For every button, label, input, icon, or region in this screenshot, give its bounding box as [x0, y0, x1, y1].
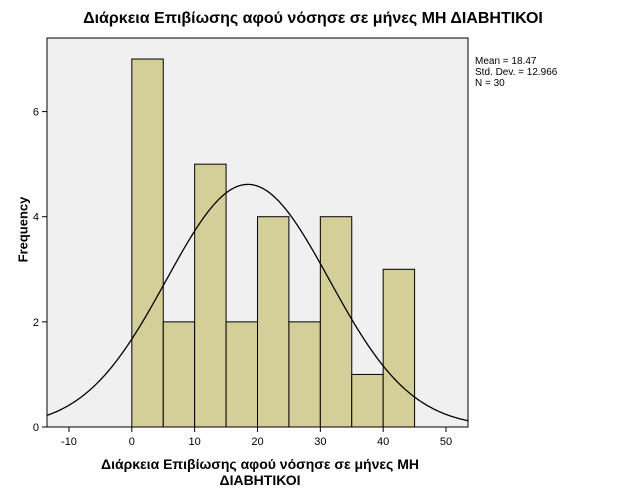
x-axis-label: Διάρκεια Επιβίωσης αφού νόσησε σε μήνες … — [40, 456, 480, 488]
histogram-bar — [382, 268, 416, 428]
stats-box: Mean = 18.47 Std. Dev. = 12.966 N = 30 — [475, 56, 557, 89]
normal-curve — [46, 183, 469, 422]
histogram-bar — [257, 216, 290, 428]
histogram-bar — [131, 58, 164, 428]
x-tick-label: 30 — [314, 436, 326, 448]
histogram-bar — [225, 321, 259, 428]
histogram-bar — [194, 163, 227, 428]
x-tick-label: -10 — [61, 436, 77, 448]
x-tick-label: 40 — [377, 436, 389, 448]
x-axis-label-line-2: ΔΙΑΒΗΤΙΚΟΙ — [219, 472, 301, 488]
y-tick-label: 6 — [33, 107, 39, 119]
x-tick-label: 20 — [251, 436, 263, 448]
chart-title: Διάρκεια Επιβίωσης αφού νόσησε σε μήνες … — [83, 10, 543, 27]
histogram-bar — [319, 216, 353, 428]
stats-std-dev: Std. Dev. = 12.966 — [475, 67, 558, 78]
histogram-bar — [288, 321, 321, 428]
y-tick-label: 2 — [33, 317, 39, 329]
histogram-bar — [162, 321, 196, 428]
x-tick-label: 50 — [440, 436, 452, 448]
x-tick-label: 0 — [129, 436, 135, 448]
x-axis-label-line-1: Διάρκεια Επιβίωσης αφού νόσησε σε μήνες … — [101, 456, 419, 472]
histogram-bar — [351, 373, 384, 428]
y-tick-label: 4 — [33, 212, 39, 224]
x-tick-label: 10 — [189, 436, 201, 448]
stats-mean: Mean = 18.47 — [475, 56, 537, 67]
stats-n: N = 30 — [475, 78, 505, 89]
y-tick-label: 0 — [33, 422, 39, 434]
